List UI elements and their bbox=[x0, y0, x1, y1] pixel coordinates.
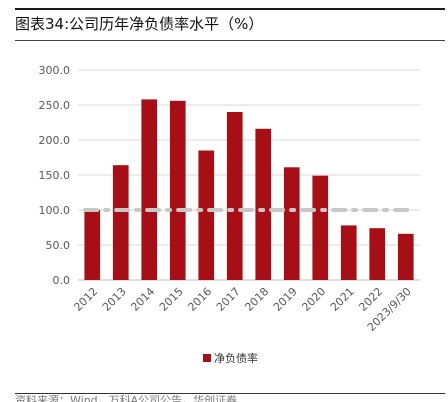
title-rule bbox=[15, 40, 445, 41]
bar bbox=[226, 112, 243, 280]
x-tick-label: 2016 bbox=[185, 285, 214, 314]
chart-legend: 净负债率 bbox=[203, 350, 258, 366]
bar bbox=[369, 228, 386, 280]
bar bbox=[169, 100, 186, 280]
bar bbox=[340, 225, 357, 280]
y-tick-label: 0.0 bbox=[53, 274, 71, 287]
y-tick-label: 300.0 bbox=[39, 64, 71, 77]
top-rule bbox=[15, 8, 445, 10]
bar bbox=[198, 150, 215, 280]
y-tick-label: 100.0 bbox=[39, 204, 71, 217]
y-tick-label: 150.0 bbox=[39, 169, 71, 182]
bar bbox=[141, 99, 158, 281]
x-tick-label: 2018 bbox=[242, 285, 271, 314]
x-tick-label: 2014 bbox=[128, 285, 157, 314]
bar bbox=[312, 175, 329, 280]
x-tick-label: 2021 bbox=[328, 285, 357, 314]
x-tick-label: 2015 bbox=[157, 285, 186, 314]
x-tick-label: 2019 bbox=[271, 285, 300, 314]
y-tick-label: 200.0 bbox=[39, 134, 71, 147]
legend-swatch bbox=[203, 354, 211, 362]
bar bbox=[397, 233, 414, 280]
x-tick-label: 2017 bbox=[214, 285, 243, 314]
bar bbox=[84, 210, 101, 280]
bar bbox=[112, 165, 129, 280]
bottom-rule bbox=[15, 393, 445, 394]
x-tick-label: 2012 bbox=[71, 285, 100, 314]
source-note: 资料来源：Wind，万科A公司公告，华创证券 bbox=[15, 395, 238, 402]
bar bbox=[283, 167, 300, 280]
y-tick-label: 250.0 bbox=[39, 99, 71, 112]
x-tick-label: 2020 bbox=[299, 285, 328, 314]
legend-label: 净负债率 bbox=[214, 352, 258, 365]
x-tick-label: 2013 bbox=[100, 285, 129, 314]
figure-title: 图表34:公司历年净负债率水平（%） bbox=[15, 15, 264, 33]
bar bbox=[255, 128, 272, 280]
y-tick-label: 50.0 bbox=[46, 239, 71, 252]
